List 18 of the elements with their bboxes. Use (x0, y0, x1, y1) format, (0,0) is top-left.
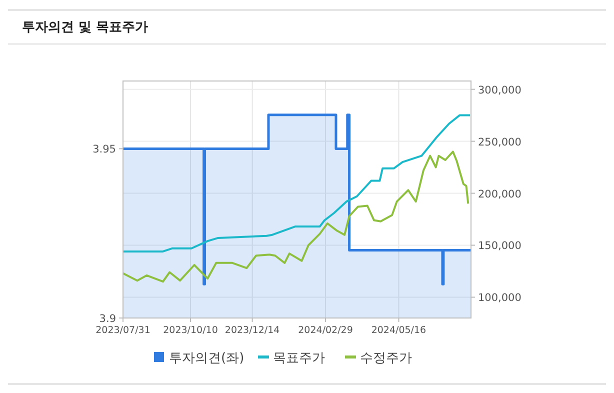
y-tick-label: 3.95 (92, 144, 116, 156)
x-tick-label: 2024/05/16 (371, 325, 426, 336)
legend-label: 수정주가 (360, 351, 412, 366)
y2-tick-label: 200,000 (478, 188, 522, 200)
x-tick-label: 2024/02/29 (298, 325, 353, 336)
legend-label: 투자의견(좌) (169, 351, 244, 366)
y2-tick-label: 250,000 (478, 136, 522, 148)
line-series (122, 150, 470, 283)
legend-label: 목표주가 (273, 351, 325, 366)
x-tick-label: 2023/07/31 (96, 325, 150, 336)
x-tick-label: 2023/12/14 (224, 325, 280, 336)
y2-tick-label: 300,000 (478, 84, 522, 96)
y2-tick-label: 100,000 (478, 292, 522, 304)
x-tick-label: 2023/10/10 (163, 325, 218, 336)
line-series (122, 114, 472, 252)
y2-tick-label: 150,000 (478, 240, 522, 252)
chart-title: 투자의견 및 목표주가 (22, 20, 148, 35)
y-tick-label: 3.9 (99, 313, 116, 325)
